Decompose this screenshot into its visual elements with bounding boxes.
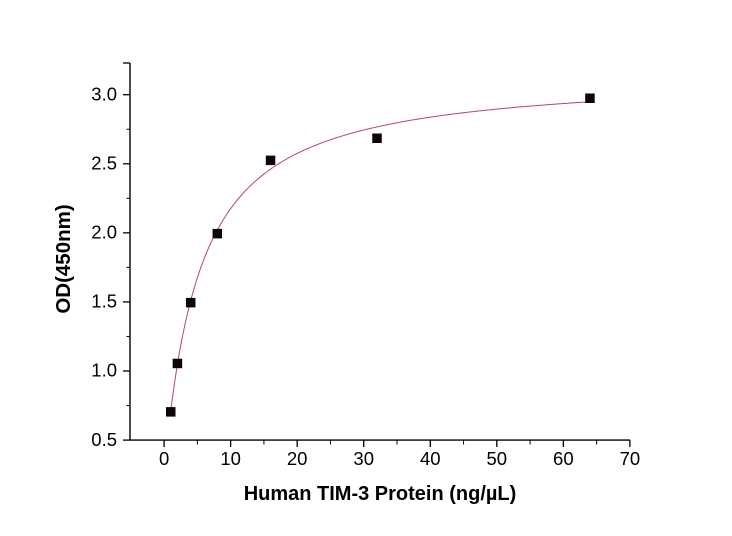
svg-text:30: 30	[353, 448, 374, 469]
svg-text:OD(450nm): OD(450nm)	[52, 204, 75, 313]
svg-text:50: 50	[487, 448, 508, 469]
svg-text:70: 70	[620, 448, 641, 469]
svg-text:40: 40	[420, 448, 441, 469]
svg-text:20: 20	[287, 448, 308, 469]
svg-text:1.0: 1.0	[91, 360, 117, 381]
svg-text:3.0: 3.0	[91, 84, 117, 105]
svg-text:10: 10	[220, 448, 241, 469]
svg-text:2.5: 2.5	[91, 153, 117, 174]
svg-text:2.0: 2.0	[91, 222, 117, 243]
svg-text:Human TIM-3 Protein (ng/µL): Human TIM-3 Protein (ng/µL)	[244, 483, 517, 505]
svg-text:0.5: 0.5	[91, 429, 117, 450]
svg-text:0: 0	[159, 448, 169, 469]
svg-text:60: 60	[553, 448, 574, 469]
svg-text:1.5: 1.5	[91, 291, 117, 312]
